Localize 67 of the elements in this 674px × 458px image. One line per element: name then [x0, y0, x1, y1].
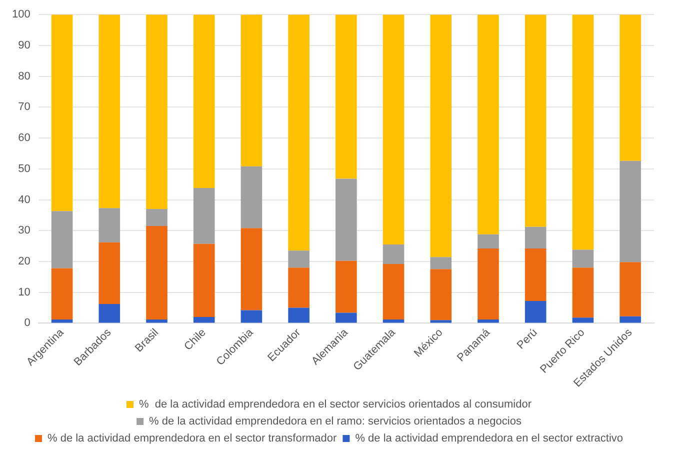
- bar: [382, 319, 404, 323]
- bar: [430, 257, 452, 270]
- bar: [193, 14, 215, 188]
- legend-label: % de la actividad emprendedora en el sector servicios orientados al consumidor: [138, 398, 532, 411]
- y-tick-label: 90: [18, 39, 30, 52]
- bar: [620, 262, 641, 316]
- y-tick-label: 60: [18, 132, 30, 144]
- bar: [524, 14, 546, 227]
- bar: [620, 14, 641, 161]
- y-tick-label: 100: [12, 8, 30, 21]
- bar: [430, 320, 452, 323]
- bar: [193, 188, 215, 244]
- bar: [572, 268, 594, 318]
- bar: [288, 14, 310, 251]
- bar: [572, 318, 594, 323]
- bar: [288, 308, 310, 323]
- bar: [146, 319, 168, 323]
- bar: [98, 242, 120, 304]
- bar: [524, 248, 546, 301]
- bar: [478, 234, 499, 249]
- bar: [240, 228, 262, 310]
- bar: [382, 264, 404, 320]
- legend-label: % de la actividad emprendedora en el sector transformador: [47, 432, 338, 445]
- bar: [620, 316, 641, 323]
- legend-label: % de la actividad emprendedora en el sector extractivo: [355, 432, 624, 445]
- bar: [51, 211, 73, 268]
- bar: [51, 268, 73, 320]
- bar: [98, 208, 120, 242]
- bar: [240, 310, 262, 323]
- y-tick-label: 20: [18, 256, 30, 268]
- bar: [430, 269, 452, 320]
- bar: [98, 14, 120, 208]
- bar: [336, 260, 357, 313]
- legend-label: % de la actividad emprendedora en el ramo: servicios orientados a negocios: [149, 416, 522, 428]
- bar: [524, 300, 546, 323]
- bar: [478, 319, 499, 323]
- bar: [524, 226, 546, 249]
- bar: [193, 244, 215, 318]
- bar: [146, 209, 168, 226]
- bar: [430, 14, 452, 258]
- bar: [572, 250, 594, 268]
- bar: [478, 14, 499, 234]
- bar: [620, 160, 641, 262]
- y-tick-label: 10: [18, 286, 30, 298]
- y-tick-label: 0: [24, 317, 30, 330]
- y-tick-label: 80: [18, 70, 30, 82]
- bar: [572, 14, 594, 250]
- bar: [98, 304, 120, 323]
- y-tick-label: 70: [18, 101, 30, 114]
- bar: [240, 14, 262, 166]
- bar: [336, 312, 357, 323]
- bar: [478, 248, 499, 320]
- bar: [146, 226, 168, 320]
- bar: [382, 244, 404, 264]
- y-tick-label: 30: [18, 224, 30, 237]
- bar: [240, 166, 262, 228]
- y-tick-label: 50: [18, 162, 30, 175]
- bar: [382, 14, 404, 244]
- bar: [51, 319, 73, 323]
- bar: [288, 250, 310, 268]
- bar: [146, 14, 168, 210]
- bar: [288, 268, 310, 308]
- bar: [193, 317, 215, 323]
- bar: [336, 178, 357, 261]
- bar: [336, 14, 357, 179]
- bar: [51, 14, 73, 212]
- y-tick-label: 40: [18, 194, 30, 206]
